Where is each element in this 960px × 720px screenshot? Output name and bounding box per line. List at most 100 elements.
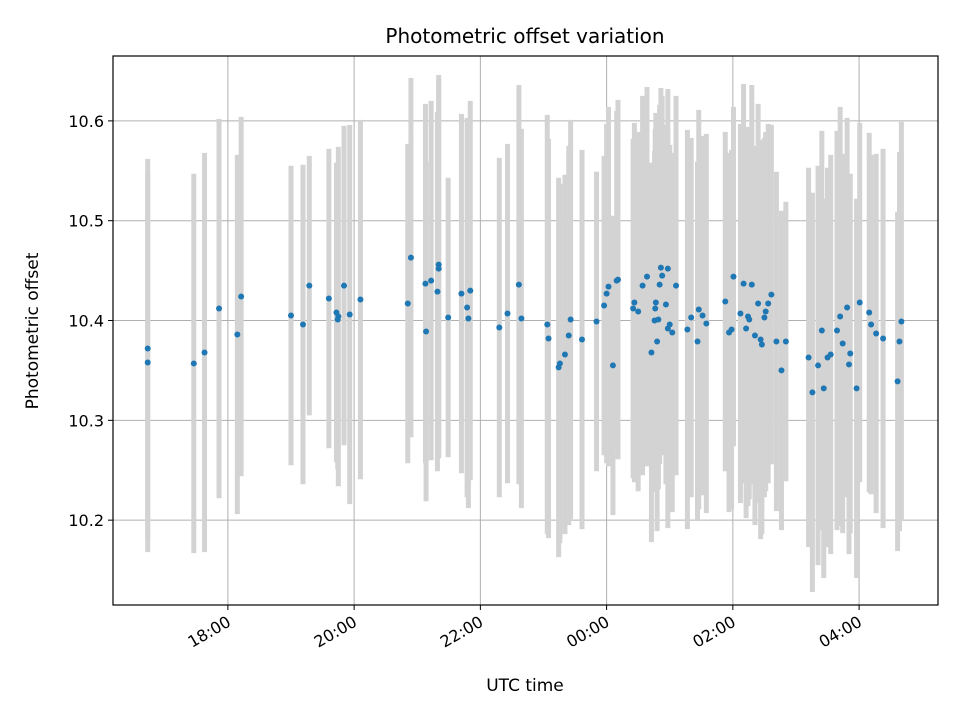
data-point: [407, 254, 414, 261]
data-point: [561, 351, 568, 358]
data-point: [768, 291, 775, 298]
y-tick-label: 10.3: [68, 411, 104, 430]
data-point: [144, 359, 151, 366]
y-tick-label: 10.2: [68, 511, 104, 530]
data-point: [652, 305, 659, 312]
data-point: [898, 318, 905, 325]
data-point: [458, 290, 465, 297]
data-point: [565, 332, 572, 339]
data-point: [740, 280, 747, 287]
data-point: [730, 273, 737, 280]
data-point: [880, 335, 887, 342]
data-point: [728, 326, 735, 333]
y-tick-label: 10.5: [68, 212, 104, 231]
y-tick-label: 10.4: [68, 312, 104, 331]
data-point: [896, 338, 903, 345]
data-point: [856, 299, 863, 306]
data-point: [666, 321, 673, 328]
data-point: [609, 362, 616, 369]
data-point: [699, 312, 706, 319]
data-point: [144, 345, 151, 352]
data-point: [639, 282, 646, 289]
y-tick-label: 10.6: [68, 112, 104, 131]
data-point: [844, 304, 851, 311]
data-point: [434, 288, 441, 295]
data-point: [504, 310, 511, 317]
data-point: [288, 312, 295, 319]
data-point: [751, 332, 758, 339]
data-point: [234, 331, 241, 338]
data-point: [743, 325, 750, 332]
data-point: [695, 306, 702, 313]
data-point: [755, 300, 762, 307]
data-point: [567, 316, 574, 323]
data-point: [422, 280, 429, 287]
data-point: [827, 351, 834, 358]
data-point: [603, 290, 610, 297]
data-point: [299, 321, 306, 328]
data-point: [544, 321, 551, 328]
grid-lines: [113, 56, 938, 605]
data-point: [515, 281, 522, 288]
data-point: [834, 327, 841, 334]
data-point: [556, 360, 563, 367]
data-point: [894, 378, 901, 385]
data-point: [465, 315, 472, 322]
data-point: [341, 282, 348, 289]
data-point: [845, 361, 852, 368]
data-point: [445, 314, 452, 321]
data-point: [778, 367, 785, 374]
data-point: [688, 314, 695, 321]
data-point: [601, 302, 608, 309]
data-point: [809, 389, 816, 396]
data-point: [631, 299, 638, 306]
chart-title: Photometric offset variation: [385, 24, 664, 48]
data-point: [428, 277, 435, 284]
data-point: [662, 301, 669, 308]
data-point: [404, 300, 411, 307]
data-point: [306, 282, 313, 289]
data-point: [190, 360, 197, 367]
data-point: [357, 296, 364, 303]
x-axis-title: UTC time: [486, 676, 564, 696]
data-point: [847, 350, 854, 357]
y-axis-ticks: 10.2 10.3 10.4 10.5 10.6: [68, 112, 113, 530]
data-point: [805, 354, 812, 361]
data-point: [873, 330, 880, 337]
data-point: [518, 315, 525, 322]
data-point: [605, 283, 612, 290]
data-point: [614, 276, 621, 283]
data-point: [652, 299, 659, 306]
data-point: [545, 335, 552, 342]
y-axis-title: Photometric offset: [23, 252, 43, 409]
data-point: [664, 265, 671, 272]
data-point: [748, 281, 755, 288]
data-point: [635, 308, 642, 315]
data-point: [782, 338, 789, 345]
data-point: [839, 340, 846, 347]
data-point: [853, 385, 860, 392]
data-point: [593, 318, 600, 325]
data-point: [669, 329, 676, 336]
data-point: [435, 265, 442, 272]
data-point: [684, 326, 691, 333]
data-point: [655, 316, 662, 323]
data-point: [654, 338, 661, 345]
data-point: [722, 298, 729, 305]
data-point: [216, 305, 223, 312]
data-point: [201, 349, 208, 356]
data-point: [648, 349, 655, 356]
data-point: [325, 295, 332, 302]
data-point: [866, 309, 873, 316]
data-point: [496, 324, 503, 331]
data-point: [703, 320, 710, 327]
data-point: [757, 336, 764, 343]
data-point: [578, 336, 585, 343]
data-point: [694, 338, 701, 345]
plot-frame: [112, 55, 939, 606]
data-point: [820, 385, 827, 392]
data-point: [815, 362, 822, 369]
data-point: [765, 300, 772, 307]
